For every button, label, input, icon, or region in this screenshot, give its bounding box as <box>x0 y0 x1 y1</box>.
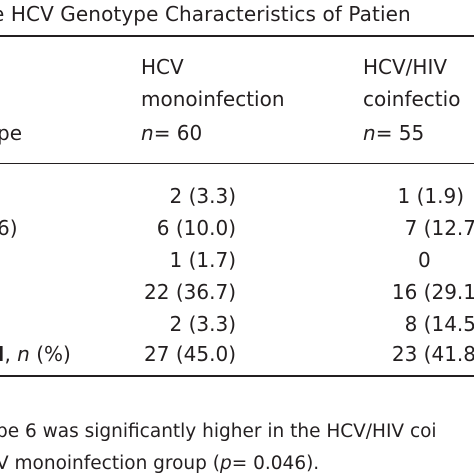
row-label-rest: (%) <box>36 342 71 366</box>
footnote-line2: V monoinfection group (p= 0.046). <box>0 453 319 474</box>
cell-co: 8 (14.5 <box>404 312 474 336</box>
footnote-line2-suffix: = 0.046). <box>231 453 320 474</box>
col-co-header-line1: HCV/HIV <box>363 55 448 79</box>
cell-co: 16 (29.1 <box>391 280 474 304</box>
title-rule <box>0 35 474 37</box>
bottom-rule <box>0 375 474 377</box>
cell-mono: 2 (3.3) <box>169 184 237 208</box>
col-co-n: n= 55 <box>363 121 424 145</box>
header-rule <box>0 163 474 164</box>
cell-co: 1 (1.9) <box>397 184 465 208</box>
col-mono-header-line1: HCV <box>141 55 184 79</box>
col-co-header-line2: coinfectio <box>363 87 461 111</box>
cell-co: 23 (41.8 <box>391 342 474 366</box>
cell-mono: 1 (1.7) <box>169 248 237 272</box>
footnote-line1: pe 6 was significantly higher in the HCV… <box>0 421 437 442</box>
row-label: 6) <box>0 216 18 240</box>
cell-mono: 6 (10.0) <box>156 216 236 240</box>
n-value: = 55 <box>375 121 425 145</box>
row-header-label: pe <box>0 121 22 145</box>
col-mono-header-line2: monoinfection <box>141 87 285 111</box>
cell-mono: 27 (45.0) <box>144 342 236 366</box>
cell-co: 0 <box>418 248 431 272</box>
p-symbol: p <box>220 453 232 474</box>
n-value: = 60 <box>153 121 203 145</box>
col-mono-n: n= 60 <box>141 121 202 145</box>
footnote-line2-prefix: V monoinfection group ( <box>0 453 220 474</box>
n-symbol: n <box>363 121 376 145</box>
cell-mono: 22 (36.7) <box>144 280 236 304</box>
cell-co: 7 (12.7 <box>404 216 474 240</box>
row-label: I, n (%) <box>0 342 71 366</box>
row-label-bold: I <box>0 342 5 366</box>
n-symbol: n <box>17 342 30 366</box>
n-symbol: n <box>141 121 154 145</box>
table-title: e HCV Genotype Characteristics of Patien <box>0 2 411 26</box>
cell-mono: 2 (3.3) <box>169 312 237 336</box>
